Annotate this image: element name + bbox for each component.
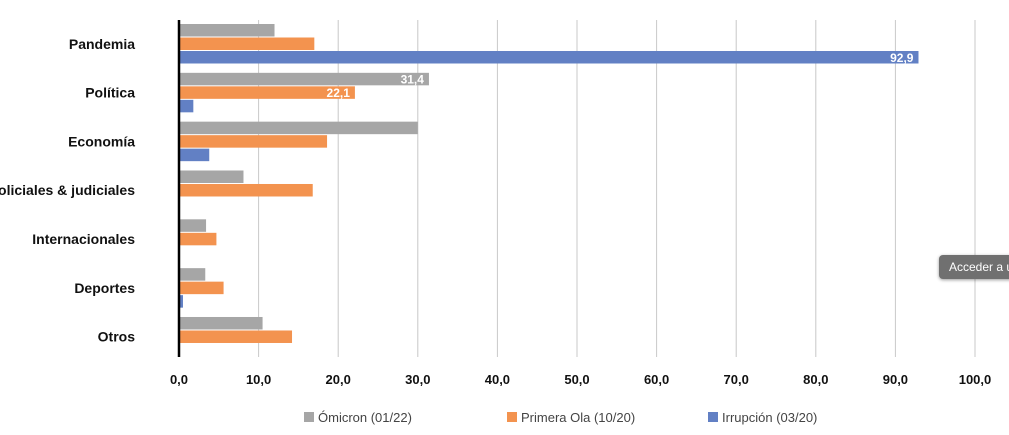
x-tick-label: 20,0 [326,372,351,387]
bar-1-3 [179,183,313,197]
legend-label: Primera Ola (10/20) [521,410,635,425]
data-labels: 92,9 31,4 22,1 [327,51,914,100]
x-tick-label: 80,0 [803,372,828,387]
bar-2-1 [179,99,194,113]
bar-0-0 [179,24,275,37]
legend-swatch [507,412,517,422]
bar-0-2 [179,121,418,135]
legend-label: Irrupción (03/20) [722,410,817,425]
bars [179,24,919,343]
data-label: 22,1 [327,86,351,100]
x-tick-label: 30,0 [405,372,430,387]
x-tick-label: 90,0 [883,372,908,387]
category-labels: Pandemia Política Economía Policiales & jud… [0,36,135,345]
x-tick-label: 50,0 [564,372,589,387]
category-label: Deportes [74,280,135,296]
bar-1-6 [179,330,293,343]
legend-swatch [304,412,314,422]
x-tick-label: 0,0 [170,372,188,387]
bar-0-1 [179,72,429,86]
legend-swatch [708,412,718,422]
data-label: 31,4 [401,73,425,87]
data-label: 92,9 [890,51,914,65]
x-tick-label: 70,0 [724,372,749,387]
bar-2-0 [179,51,919,64]
bar-2-2 [179,148,210,162]
x-tick-label: 10,0 [246,372,271,387]
x-tick-labels: 0,0 10,0 20,0 30,0 40,0 50,0 60,0 70,0 80,0 90,0 1… [170,372,991,387]
bar-1-4 [179,232,217,246]
bar-1-1 [179,86,355,99]
x-tick-label: 60,0 [644,372,669,387]
category-label: Economía [68,133,135,149]
category-label: Policiales & judiciales [0,182,135,198]
bar-0-5 [179,268,206,281]
x-tick-label: 100,0 [959,372,992,387]
category-label: Pandemia [69,36,135,52]
bar-2-5 [179,295,183,308]
bar-1-5 [179,281,224,295]
legend-label: Ómicron (01/22) [318,410,412,425]
bar-0-3 [179,170,244,183]
gridlines [258,20,976,357]
legend: Ómicron (01/22) Primera Ola (10/20) Irrupc… [304,410,817,425]
x-tick-label: 40,0 [485,372,510,387]
bar-0-4 [179,219,207,232]
tooltip: Acceder a u [939,255,1009,279]
bar-1-2 [179,135,328,148]
category-label: Internacionales [32,231,135,247]
category-label: Otros [98,329,136,345]
bar-0-6 [179,316,263,330]
bar-1-0 [179,37,315,50]
category-label: Política [85,85,135,101]
